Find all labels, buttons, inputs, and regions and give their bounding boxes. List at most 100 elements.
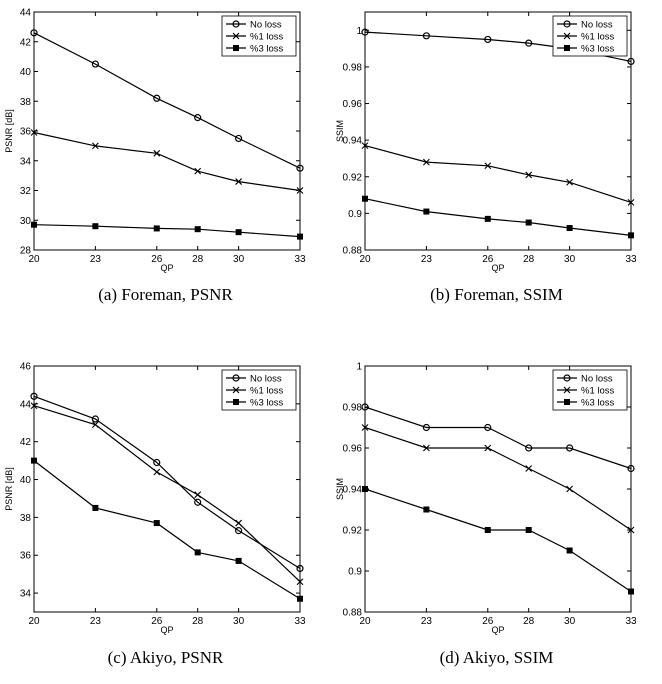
caption-akiyo-ssim: (d) Akiyo, SSIM: [439, 648, 554, 667]
x-axis-label: QP: [160, 625, 173, 635]
series-line: [364, 198, 632, 236]
y-axis-label: SSIM: [335, 120, 345, 142]
data-point: [484, 423, 492, 432]
data-point: [525, 526, 532, 533]
series-x: [30, 129, 304, 194]
y-tick-label: 0.94: [343, 136, 363, 147]
data-point: [484, 526, 491, 533]
data-point: [422, 423, 430, 432]
x-tick-label: 23: [421, 254, 433, 265]
data-point: [194, 167, 202, 175]
data-point: [91, 421, 99, 429]
data-point: [627, 464, 635, 473]
x-tick-label: 28: [192, 616, 204, 627]
data-point: [235, 519, 243, 527]
data-point: [566, 225, 573, 232]
legend-label: No loss: [581, 374, 613, 385]
data-point: [153, 458, 161, 467]
series-square: [361, 485, 634, 595]
data-point: [484, 162, 492, 170]
legend-label: %3 loss: [581, 44, 615, 55]
x-tick-label: 23: [421, 616, 433, 627]
legend-marker: [232, 374, 240, 382]
y-tick-label: 44: [20, 8, 32, 19]
data-point: [91, 142, 99, 150]
series-circle: [30, 392, 304, 573]
x-tick-label: 30: [233, 254, 245, 265]
y-tick-label: 42: [20, 37, 32, 48]
x-tick-label: 23: [90, 616, 102, 627]
data-point: [30, 392, 38, 400]
y-tick-label: 30: [20, 216, 32, 227]
series-line: [364, 145, 632, 203]
data-point: [194, 549, 201, 556]
x-tick-label: 26: [482, 254, 494, 265]
y-tick-label: 44: [20, 399, 32, 410]
x-tick-label: 20: [359, 616, 371, 627]
x-tick-label: 33: [625, 254, 637, 265]
x-tick-label: 28: [192, 254, 204, 265]
legend-marker: [232, 386, 240, 394]
data-point: [235, 557, 242, 564]
y-tick-label: 38: [20, 97, 32, 108]
data-point: [30, 129, 38, 136]
legend-label: No loss: [581, 20, 613, 31]
data-point: [525, 444, 533, 452]
x-tick-label: 26: [151, 254, 163, 265]
legend-marker: [232, 399, 239, 406]
data-point: [91, 60, 99, 68]
data-point: [296, 164, 304, 172]
x-tick-label: 30: [564, 616, 576, 627]
y-tick-label: 0.98: [343, 403, 363, 414]
panel-foreman-psnr: 20 23 26 28 30 33 28 30 32 34 36 38 40 42 44 QP PSNR [dB…: [0, 0, 331, 342]
data-point: [92, 504, 99, 511]
y-tick-label: 0.92: [343, 526, 363, 537]
y-tick-label: 42: [20, 437, 32, 448]
series-line: [33, 32, 301, 169]
data-point: [525, 39, 533, 47]
legend-marker: [232, 32, 240, 40]
series-line: [33, 224, 301, 238]
legend-marker: [563, 386, 571, 394]
data-point: [484, 444, 492, 452]
data-point: [30, 29, 38, 37]
y-tick-label: 0.96: [343, 444, 363, 455]
plot-frame: [33, 365, 301, 613]
legend-marker: [563, 45, 570, 52]
series-circle: [361, 403, 635, 473]
data-point: [423, 506, 430, 513]
data-point: [525, 171, 533, 179]
y-tick-label: 46: [20, 362, 32, 373]
series-circle: [30, 29, 304, 172]
data-point: [361, 485, 368, 492]
panel-foreman-ssim: 20 23 26 28 30 33 0.88 0.9 0.92 0.94 0.96 0.98 1 QP SS…: [331, 0, 662, 342]
x-tick-label: 20: [28, 616, 40, 627]
series-x: [361, 142, 635, 206]
y-tick-label: 1: [356, 26, 362, 37]
data-point: [296, 233, 303, 240]
data-point: [627, 199, 635, 206]
x-tick-label: 33: [294, 616, 306, 627]
data-point: [422, 444, 430, 452]
data-point: [296, 187, 304, 194]
caption-akiyo-psnr: (c) Akiyo, PSNR: [107, 648, 224, 667]
y-tick-label: 0.96: [343, 99, 363, 110]
data-point: [627, 232, 634, 239]
x-tick-label: 28: [523, 616, 535, 627]
y-tick-label: 38: [20, 513, 32, 524]
data-point: [422, 32, 430, 40]
y-tick-label: 32: [20, 186, 32, 197]
x-axis-label: QP: [491, 625, 504, 635]
legend-label: No loss: [250, 374, 282, 385]
x-tick-label: 20: [359, 254, 371, 265]
y-tick-label: 0.88: [343, 246, 363, 257]
y-tick-label: 36: [20, 127, 32, 138]
data-point: [484, 35, 492, 44]
legend: No loss%1 loss%3 loss: [552, 369, 628, 411]
y-tick-label: 0.94: [343, 485, 363, 496]
x-tick-label: 33: [625, 616, 637, 627]
data-point: [525, 465, 533, 472]
data-point: [92, 223, 99, 230]
legend-label: %1 loss: [250, 32, 284, 43]
x-tick-label: 26: [151, 616, 163, 627]
